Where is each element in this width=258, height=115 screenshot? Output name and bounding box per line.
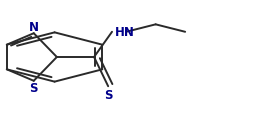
Text: S: S	[104, 88, 112, 101]
Text: N: N	[29, 21, 39, 34]
Text: HN: HN	[115, 26, 134, 39]
Text: S: S	[29, 81, 38, 94]
